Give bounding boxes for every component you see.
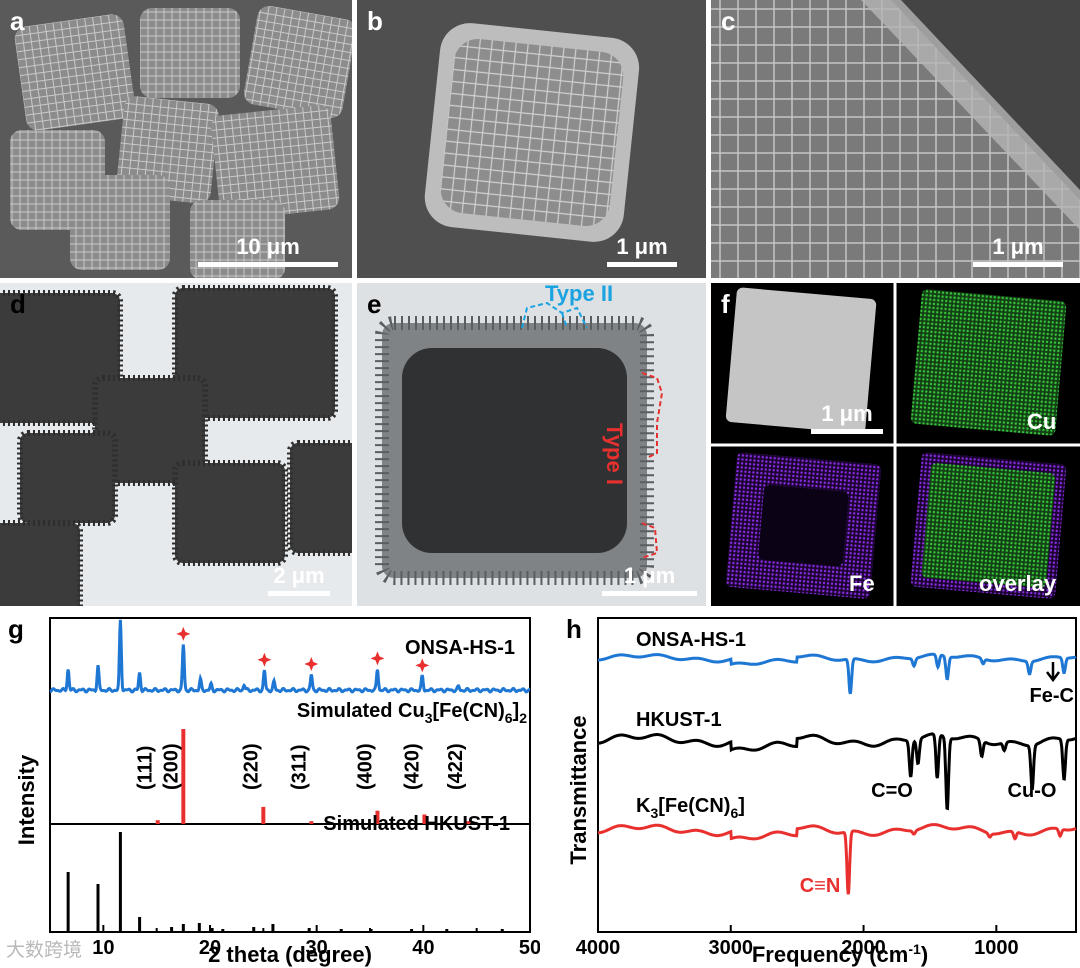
y-axis-label-h: Transmittance bbox=[566, 715, 591, 864]
eds-panel-f: f 1 μm Cu Fe overlay bbox=[711, 283, 1080, 606]
tem-panel-e: e Type II Type I 1 μm bbox=[357, 283, 706, 606]
panel-label-d: d bbox=[10, 289, 26, 319]
scale-bar-e: 1 μm bbox=[602, 563, 697, 596]
x-tick-label-g-4: 50 bbox=[519, 937, 540, 959]
x-tick-label-h-1: 3000 bbox=[709, 937, 754, 959]
xrd-plot-area: (111) (200) (220) (311) (400) (420) (422) 10 20 3… bbox=[49, 617, 540, 959]
scale-line-f bbox=[811, 429, 883, 434]
x-axis-label-g: 2 theta (degree) bbox=[208, 942, 372, 967]
star-marker-2 bbox=[304, 657, 319, 671]
series-label-hkust-h: HKUST-1 bbox=[636, 709, 722, 731]
panel-label-b: b bbox=[367, 6, 383, 36]
x-tick-label-h-3: 1000 bbox=[974, 937, 1019, 959]
x-tick-label-g-3: 40 bbox=[412, 937, 434, 959]
scale-text-e: 1 μm bbox=[623, 563, 676, 588]
sem-image-c bbox=[711, 0, 1080, 278]
overlay-map-label: overlay bbox=[979, 571, 1057, 596]
y-axis-label-g: Intensity bbox=[14, 754, 39, 845]
panel-label-e: e bbox=[367, 289, 382, 319]
x-axis-label-h: Frequency (cm-1) bbox=[752, 941, 928, 967]
hkl-label-1: (200) bbox=[160, 743, 182, 790]
series-label-k3fe-h: K3[Fe(CN)6] bbox=[636, 795, 745, 821]
series-line-onsa-g bbox=[49, 619, 531, 694]
panel-label-g: g bbox=[8, 614, 24, 644]
hkl-label-3: (311) bbox=[288, 744, 310, 790]
panel-label-c: c bbox=[721, 6, 736, 36]
arrow-down-icon bbox=[1046, 662, 1060, 683]
scale-text-a: 10 μm bbox=[236, 234, 300, 259]
annotation-c-o: C=O bbox=[871, 780, 913, 802]
x-tick-label-g-2: 30 bbox=[306, 937, 328, 959]
star-marker-4 bbox=[415, 658, 430, 673]
scale-text-c: 1 μm bbox=[992, 234, 1044, 259]
scale-text-d: 2 μm bbox=[273, 563, 325, 588]
x-tick-label-h-0: 4000 bbox=[576, 937, 621, 959]
tem-panel-d: d 2 μm bbox=[0, 283, 352, 606]
watermark: 大数跨境 bbox=[6, 939, 83, 961]
hkl-label-6: (422) bbox=[445, 743, 467, 790]
series-label-onsa-h: ONSA-HS-1 bbox=[636, 629, 746, 651]
ftir-plot-area: 4000 3000 2000 1000 bbox=[576, 617, 1077, 959]
series-label-cufe-g: Simulated Cu3[Fe(CN)6]2 bbox=[297, 700, 527, 726]
panel-label-a: a bbox=[10, 6, 25, 36]
scale-line-d bbox=[268, 591, 330, 596]
scale-line-e bbox=[602, 591, 697, 596]
plot-frame-g bbox=[49, 617, 531, 933]
sem-panel-a: a 10 μm bbox=[0, 0, 352, 278]
star-marker-3 bbox=[370, 651, 385, 666]
scale-bar-f: 1 μm bbox=[811, 401, 883, 434]
scale-text-b: 1 μm bbox=[616, 234, 668, 259]
scale-line-c bbox=[973, 262, 1063, 267]
fe-map-label: Fe bbox=[849, 571, 875, 596]
ftir-chart-h: h Transmittance Frequency (cm-1) 4000 300… bbox=[566, 614, 1077, 967]
type-i-label: Type I bbox=[602, 423, 627, 485]
scale-bar-b: 1 μm bbox=[607, 234, 677, 267]
series-label-hkust-g: Simulated HKUST-1 bbox=[323, 813, 510, 835]
hkl-label-5: (420) bbox=[401, 743, 423, 790]
scale-bar-c: 1 μm bbox=[973, 234, 1063, 267]
xrd-chart-g: g Intensity 2 theta (degree) (111) (200)(… bbox=[8, 614, 540, 967]
hkl-label-2: (220) bbox=[240, 743, 262, 790]
hkl-label-4: (400) bbox=[354, 743, 376, 790]
sem-panel-b: b 1 μm bbox=[357, 0, 706, 278]
sem-panel-c: c 1 μm bbox=[711, 0, 1080, 278]
tem-image-d bbox=[0, 283, 352, 606]
series-line-h-2 bbox=[598, 823, 1077, 895]
scale-line-b bbox=[607, 262, 677, 267]
star-marker-0 bbox=[176, 626, 191, 641]
sem-image-a bbox=[0, 0, 352, 278]
annotation-cu-o: Cu-O bbox=[1008, 780, 1057, 802]
sem-image-b bbox=[357, 0, 706, 278]
x-tick-label-g-1: 20 bbox=[199, 937, 221, 959]
tem-image-e bbox=[357, 283, 706, 606]
cu-map-label: Cu bbox=[1027, 409, 1057, 434]
type-ii-label: Type II bbox=[545, 283, 614, 306]
plot-frame-h bbox=[597, 617, 1077, 933]
panel-label-f: f bbox=[721, 289, 730, 319]
hkl-label-0: (111) bbox=[135, 746, 157, 790]
series-line-h-0 bbox=[598, 652, 1077, 695]
scale-line-a bbox=[198, 262, 338, 267]
annotation-fe-c: Fe-C bbox=[1030, 685, 1074, 707]
scale-bar-d: 2 μm bbox=[268, 563, 330, 596]
eds-maps-f bbox=[711, 283, 1080, 606]
star-marker-1 bbox=[257, 652, 272, 667]
series-line-h-1 bbox=[598, 732, 1077, 811]
x-tick-label-g-0: 10 bbox=[92, 937, 114, 959]
x-tick-label-h-2: 2000 bbox=[841, 937, 886, 959]
annotation-c-n: C≡N bbox=[800, 875, 841, 897]
scale-bar-a: 10 μm bbox=[198, 234, 338, 267]
scale-text-f: 1 μm bbox=[821, 401, 873, 426]
series-label-onsa-g: ONSA-HS-1 bbox=[405, 637, 515, 659]
panel-label-h: h bbox=[566, 614, 582, 644]
